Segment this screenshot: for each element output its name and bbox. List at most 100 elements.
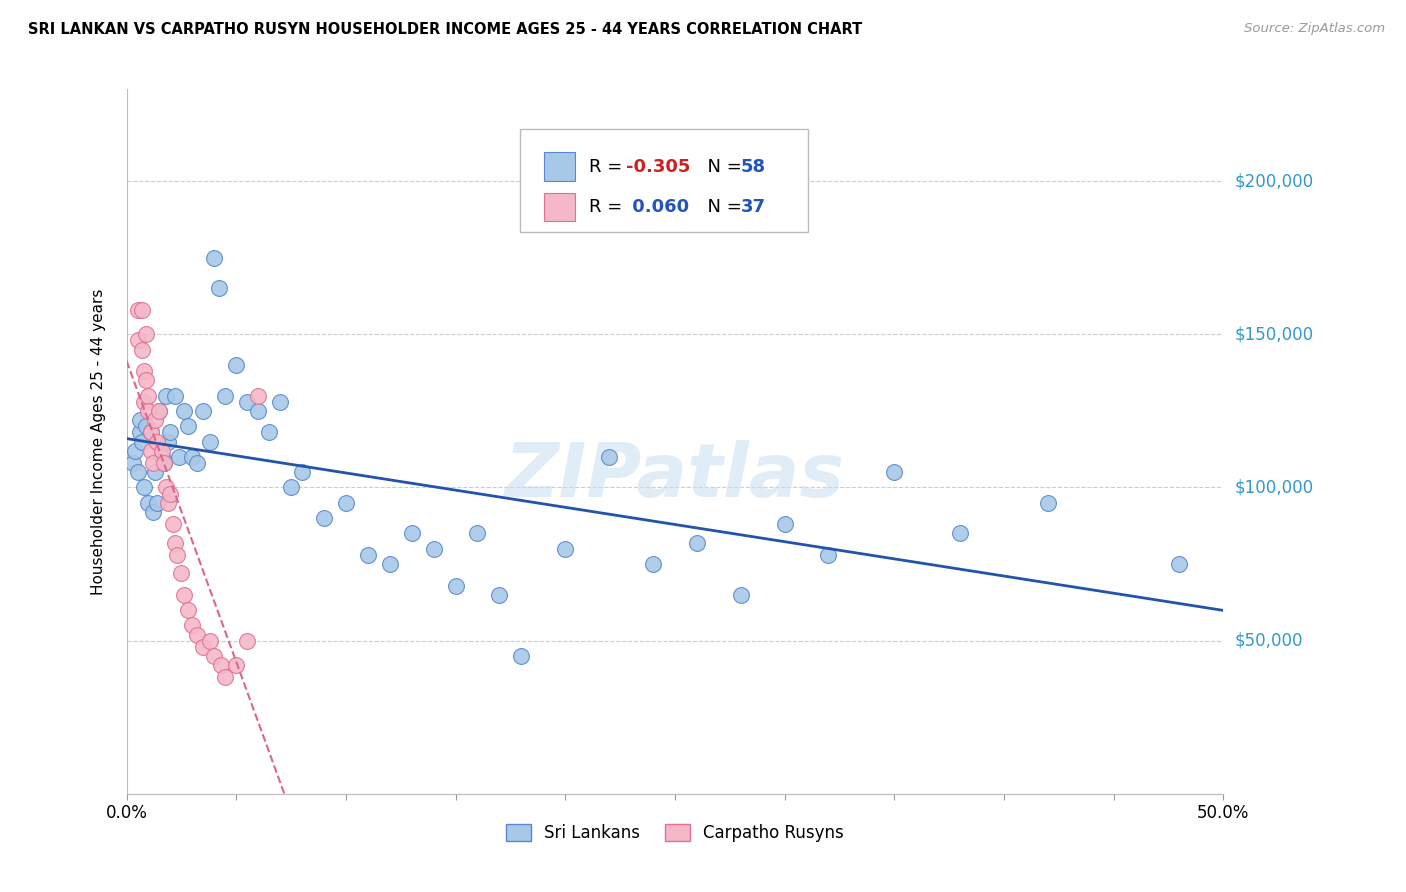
Point xyxy=(186,456,208,470)
Point xyxy=(598,450,620,464)
Point xyxy=(214,388,236,402)
Legend: Sri Lankans, Carpatho Rusyns: Sri Lankans, Carpatho Rusyns xyxy=(499,817,851,849)
Point xyxy=(554,541,576,556)
Point xyxy=(209,658,232,673)
Point xyxy=(467,526,489,541)
Point xyxy=(247,404,270,418)
Point xyxy=(142,505,165,519)
Text: $50,000: $50,000 xyxy=(1234,632,1303,649)
Point xyxy=(167,450,190,464)
Text: $200,000: $200,000 xyxy=(1234,172,1313,190)
Point xyxy=(143,465,166,479)
Point xyxy=(139,443,162,458)
Point xyxy=(153,456,176,470)
Point xyxy=(269,394,291,409)
Point xyxy=(163,535,186,549)
Point xyxy=(401,526,423,541)
Point xyxy=(163,388,186,402)
Point xyxy=(166,548,188,562)
Point xyxy=(181,450,204,464)
Point xyxy=(202,251,225,265)
Point xyxy=(138,388,160,402)
Text: N =: N = xyxy=(696,198,748,216)
Point xyxy=(142,456,165,470)
Point xyxy=(225,358,247,372)
Point xyxy=(127,465,149,479)
Text: 37: 37 xyxy=(741,198,766,216)
Point xyxy=(510,648,533,663)
Point xyxy=(225,658,247,673)
Point xyxy=(730,588,752,602)
Point xyxy=(148,404,170,418)
Text: Source: ZipAtlas.com: Source: ZipAtlas.com xyxy=(1244,22,1385,36)
Point xyxy=(422,541,444,556)
Point xyxy=(177,419,200,434)
Point xyxy=(155,388,177,402)
Point xyxy=(198,434,221,449)
Point xyxy=(357,548,380,562)
Point xyxy=(162,517,184,532)
Point xyxy=(146,434,169,449)
Point xyxy=(124,443,146,458)
Point xyxy=(155,481,177,495)
Text: $100,000: $100,000 xyxy=(1234,478,1313,497)
Point xyxy=(135,373,157,387)
Point xyxy=(686,535,709,549)
Point xyxy=(1036,496,1059,510)
Point xyxy=(186,627,208,641)
Point xyxy=(131,302,153,317)
Point xyxy=(127,302,149,317)
Text: R =: R = xyxy=(589,198,628,216)
Point xyxy=(139,425,162,440)
Point xyxy=(122,456,145,470)
Point xyxy=(773,517,796,532)
Point xyxy=(128,413,150,427)
Point xyxy=(193,640,215,654)
Point xyxy=(214,670,236,684)
Point xyxy=(132,394,155,409)
Text: -0.305: -0.305 xyxy=(626,158,690,176)
Point xyxy=(150,450,173,464)
Point xyxy=(177,603,200,617)
Point xyxy=(280,481,302,495)
Point xyxy=(444,578,467,592)
Point xyxy=(173,404,195,418)
Point xyxy=(153,456,176,470)
Point xyxy=(139,425,162,440)
Text: R =: R = xyxy=(589,158,628,176)
Point xyxy=(150,443,173,458)
Point xyxy=(173,588,195,602)
Point xyxy=(236,394,259,409)
Point xyxy=(159,425,181,440)
Point xyxy=(131,343,153,357)
Text: ZIPatlas: ZIPatlas xyxy=(505,441,845,513)
Point xyxy=(132,481,155,495)
Point xyxy=(131,434,153,449)
Point xyxy=(148,404,170,418)
Point xyxy=(146,496,169,510)
Point xyxy=(291,465,314,479)
Point xyxy=(170,566,193,581)
Y-axis label: Householder Income Ages 25 - 44 years: Householder Income Ages 25 - 44 years xyxy=(91,288,105,595)
Point xyxy=(641,557,664,571)
Point xyxy=(1168,557,1191,571)
Point xyxy=(236,633,259,648)
Point xyxy=(138,496,160,510)
Point xyxy=(181,618,204,632)
Point xyxy=(312,511,335,525)
Point xyxy=(202,648,225,663)
Point xyxy=(157,434,180,449)
Point xyxy=(247,388,270,402)
Text: 0.060: 0.060 xyxy=(626,198,689,216)
Text: $150,000: $150,000 xyxy=(1234,326,1313,343)
Point xyxy=(132,364,155,378)
Text: SRI LANKAN VS CARPATHO RUSYN HOUSEHOLDER INCOME AGES 25 - 44 YEARS CORRELATION C: SRI LANKAN VS CARPATHO RUSYN HOUSEHOLDER… xyxy=(28,22,862,37)
Point xyxy=(135,327,157,342)
Point xyxy=(488,588,510,602)
Point xyxy=(157,496,180,510)
Point xyxy=(193,404,215,418)
Text: 58: 58 xyxy=(741,158,766,176)
Point xyxy=(883,465,905,479)
Point xyxy=(159,486,181,500)
Point xyxy=(378,557,401,571)
